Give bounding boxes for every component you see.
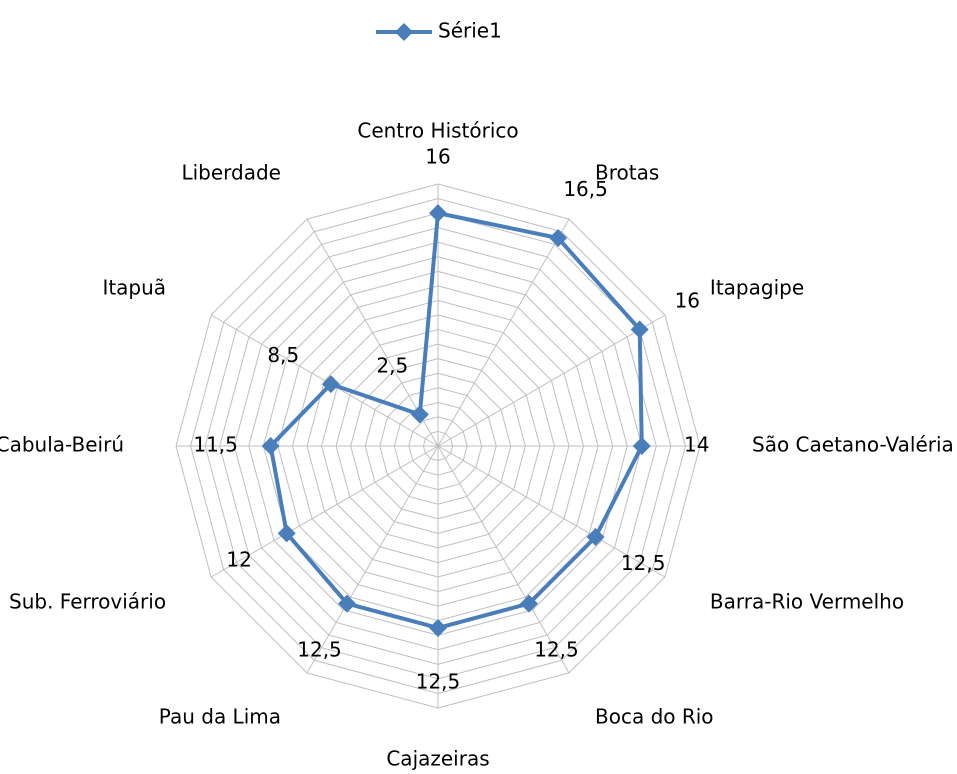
data-label: 12,5: [416, 669, 461, 693]
spoke: [437, 445, 570, 674]
data-label: 12,5: [534, 638, 579, 662]
data-marker: [632, 437, 651, 455]
category-label: Itapagipe: [710, 276, 804, 300]
data-marker: [429, 204, 447, 223]
data-marker: [519, 594, 538, 613]
data-marker: [586, 527, 605, 546]
data-label: 8,5: [267, 343, 299, 367]
category-label: Cajazeiras: [386, 747, 489, 771]
data-label: 12,5: [297, 638, 342, 662]
legend-marker: [395, 23, 413, 41]
data-label: 16: [675, 289, 700, 313]
data-marker: [321, 375, 340, 394]
data-label: 16: [425, 145, 450, 169]
spoke: [306, 445, 439, 674]
data-label: 11,5: [193, 433, 238, 457]
data-label: 2,5: [376, 353, 408, 377]
category-label: Sub. Ferroviário: [9, 590, 166, 614]
spoke: [437, 314, 666, 447]
spoke: [437, 218, 570, 447]
data-label: 12: [226, 547, 251, 571]
data-marker: [261, 437, 280, 455]
category-label: Pau da Lima: [159, 704, 281, 728]
data-marker: [410, 405, 429, 424]
category-label: Itapuã: [102, 276, 166, 300]
data-label: 12,5: [621, 551, 666, 575]
category-label: Liberdade: [181, 161, 281, 185]
spoke: [306, 218, 439, 447]
category-label: Brotas: [595, 161, 659, 185]
data-label: 16,5: [563, 177, 608, 201]
data-marker: [630, 320, 649, 339]
legend-label: Série1: [438, 19, 502, 43]
category-label: Cabula-Beirú: [0, 433, 124, 457]
spoke: [210, 314, 439, 447]
data-marker: [338, 594, 357, 613]
category-label: Centro Histórico: [357, 119, 518, 143]
category-label: Boca do Rio: [595, 704, 714, 728]
category-label: São Caetano-Valéria: [752, 433, 954, 457]
spoke: [437, 445, 666, 578]
data-marker: [429, 618, 447, 637]
data-marker: [277, 524, 296, 543]
data-label: 14: [684, 433, 709, 457]
category-label: Barra-Rio Vermelho: [710, 590, 904, 614]
spoke: [210, 445, 439, 578]
data-marker: [549, 229, 568, 248]
